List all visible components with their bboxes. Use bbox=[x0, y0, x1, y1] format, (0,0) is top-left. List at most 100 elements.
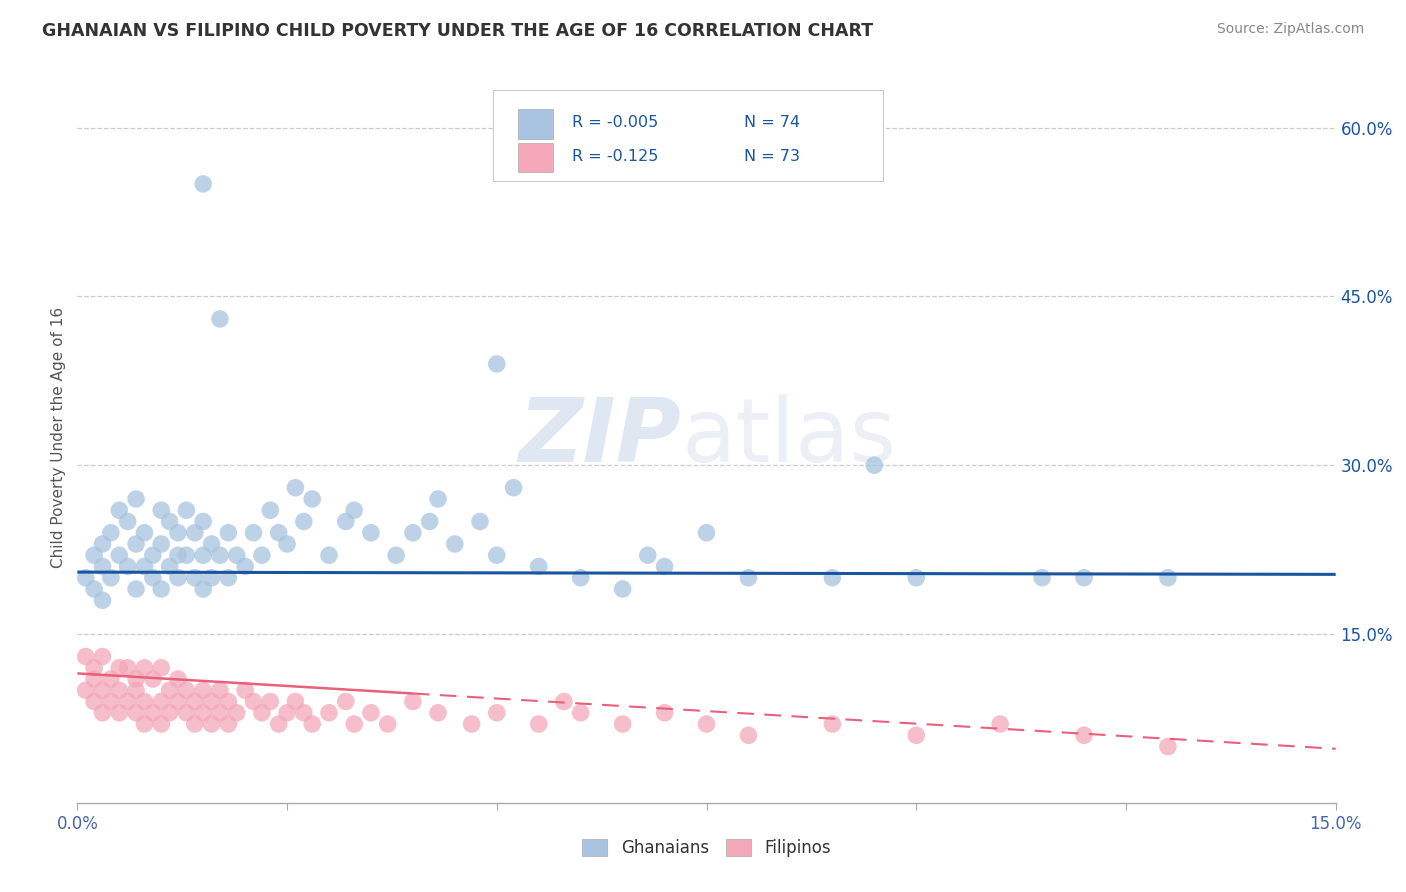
Point bbox=[191, 683, 215, 698]
Point bbox=[276, 537, 298, 551]
Point bbox=[905, 728, 928, 742]
Legend: Ghanaians, Filipinos: Ghanaians, Filipinos bbox=[576, 832, 837, 864]
Bar bbox=[517, 143, 553, 172]
Point bbox=[167, 672, 190, 686]
Point bbox=[117, 694, 139, 708]
Point bbox=[225, 548, 247, 562]
Point bbox=[267, 717, 290, 731]
Text: R = -0.005: R = -0.005 bbox=[572, 115, 658, 130]
Point bbox=[191, 548, 215, 562]
Point bbox=[502, 481, 524, 495]
Point bbox=[335, 694, 357, 708]
Point bbox=[134, 694, 156, 708]
Text: GHANAIAN VS FILIPINO CHILD POVERTY UNDER THE AGE OF 16 CORRELATION CHART: GHANAIAN VS FILIPINO CHILD POVERTY UNDER… bbox=[42, 22, 873, 40]
Point bbox=[217, 525, 239, 540]
Point bbox=[191, 706, 215, 720]
Point bbox=[200, 571, 222, 585]
Point bbox=[184, 525, 207, 540]
Point bbox=[527, 717, 550, 731]
Point bbox=[75, 683, 97, 698]
Point bbox=[1073, 571, 1095, 585]
Point bbox=[267, 525, 290, 540]
Point bbox=[167, 548, 190, 562]
Point bbox=[654, 559, 676, 574]
Point bbox=[612, 717, 634, 731]
Point bbox=[468, 515, 491, 529]
Point bbox=[83, 548, 105, 562]
Point bbox=[360, 706, 382, 720]
Point bbox=[233, 683, 256, 698]
Point bbox=[184, 571, 207, 585]
Point bbox=[905, 571, 928, 585]
Point bbox=[821, 571, 844, 585]
Point bbox=[142, 571, 165, 585]
Point bbox=[343, 717, 366, 731]
Point bbox=[242, 525, 264, 540]
Point bbox=[100, 694, 122, 708]
Point bbox=[242, 694, 264, 708]
Point bbox=[150, 661, 173, 675]
Point bbox=[91, 706, 114, 720]
Point bbox=[208, 683, 231, 698]
Text: ZIP: ZIP bbox=[519, 393, 682, 481]
Point bbox=[134, 525, 156, 540]
Point bbox=[176, 706, 198, 720]
Point bbox=[159, 706, 181, 720]
Point bbox=[125, 491, 148, 506]
Point bbox=[485, 548, 508, 562]
Point bbox=[821, 717, 844, 731]
Point bbox=[91, 593, 114, 607]
Point bbox=[460, 717, 482, 731]
Point bbox=[225, 706, 247, 720]
Point bbox=[1157, 739, 1180, 754]
Point bbox=[83, 582, 105, 596]
Point bbox=[444, 537, 467, 551]
Point bbox=[1031, 571, 1053, 585]
Point bbox=[208, 706, 231, 720]
Point bbox=[737, 571, 759, 585]
Bar bbox=[517, 110, 553, 138]
Point bbox=[191, 582, 215, 596]
Point bbox=[108, 661, 131, 675]
Point bbox=[654, 706, 676, 720]
Point bbox=[419, 515, 441, 529]
Point bbox=[75, 571, 97, 585]
Point bbox=[1073, 728, 1095, 742]
Point bbox=[176, 548, 198, 562]
Point bbox=[696, 525, 718, 540]
Text: atlas: atlas bbox=[682, 393, 897, 481]
Point bbox=[485, 706, 508, 720]
Point bbox=[427, 706, 450, 720]
Point bbox=[292, 515, 315, 529]
Point bbox=[100, 525, 122, 540]
Point bbox=[259, 503, 281, 517]
Point bbox=[485, 357, 508, 371]
Point bbox=[167, 525, 190, 540]
Point bbox=[200, 537, 222, 551]
Point bbox=[159, 683, 181, 698]
Point bbox=[318, 706, 340, 720]
Point bbox=[150, 717, 173, 731]
Point bbox=[83, 694, 105, 708]
Point bbox=[276, 706, 298, 720]
Point bbox=[612, 582, 634, 596]
Point bbox=[176, 683, 198, 698]
Point bbox=[91, 649, 114, 664]
Point bbox=[217, 571, 239, 585]
Point bbox=[284, 481, 307, 495]
Point bbox=[108, 503, 131, 517]
Text: N = 74: N = 74 bbox=[744, 115, 800, 130]
Point bbox=[259, 694, 281, 708]
Point bbox=[150, 582, 173, 596]
Y-axis label: Child Poverty Under the Age of 16: Child Poverty Under the Age of 16 bbox=[51, 307, 66, 567]
Point bbox=[117, 559, 139, 574]
Point bbox=[208, 548, 231, 562]
Point bbox=[402, 694, 425, 708]
Point bbox=[335, 515, 357, 529]
Point bbox=[150, 503, 173, 517]
Point bbox=[184, 694, 207, 708]
Point bbox=[301, 717, 323, 731]
Point bbox=[360, 525, 382, 540]
Text: N = 73: N = 73 bbox=[744, 149, 800, 164]
Point bbox=[75, 649, 97, 664]
